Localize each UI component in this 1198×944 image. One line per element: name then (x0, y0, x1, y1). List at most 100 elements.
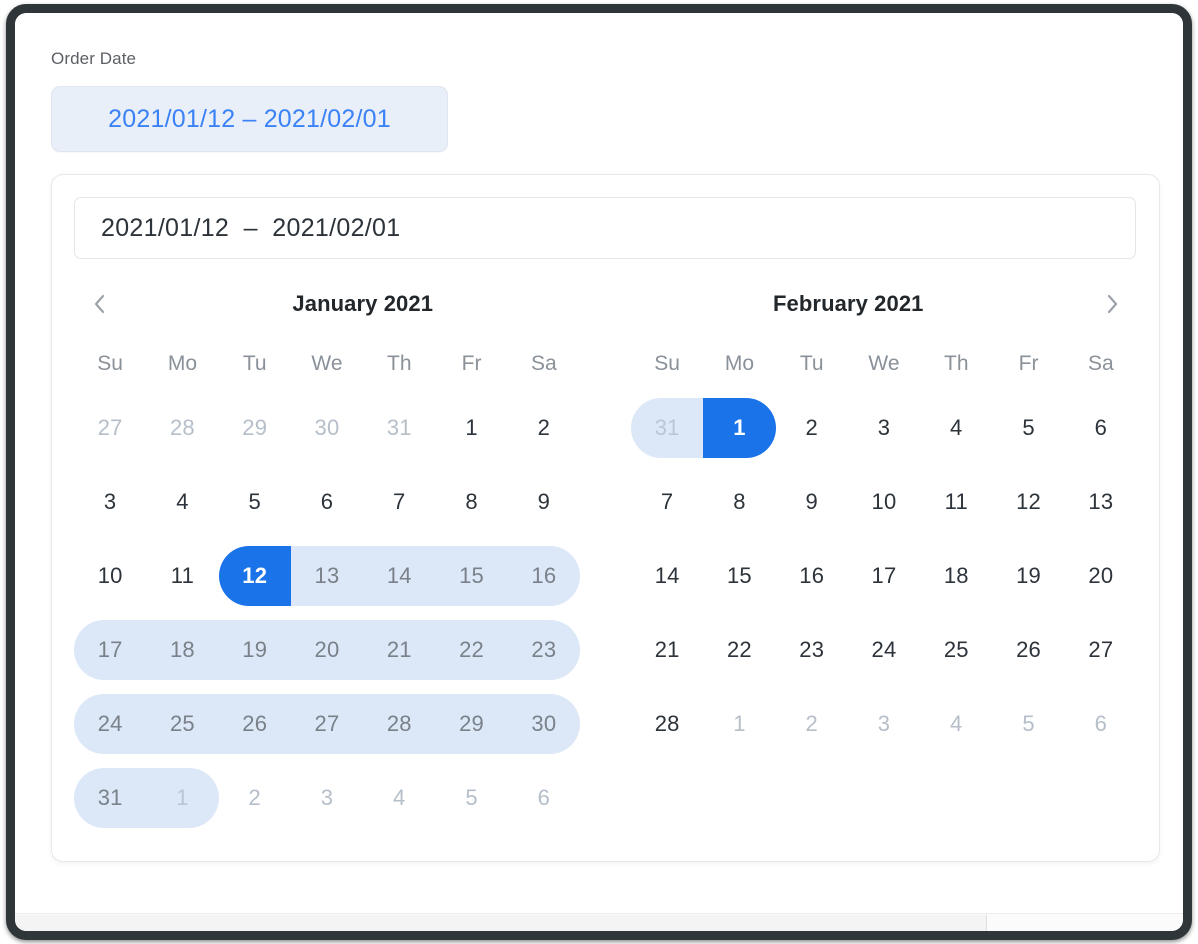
calendar-day-cell[interactable]: 25 (146, 687, 219, 761)
calendar-day-cell[interactable]: 15 (435, 539, 508, 613)
calendar-day-cell[interactable]: 30 (291, 391, 363, 465)
calendar-day-cell[interactable]: 31 (363, 391, 435, 465)
calendar-day-cell[interactable]: 3 (291, 761, 363, 835)
calendar-day-cell[interactable]: 3 (848, 391, 920, 465)
calendar-day-cell[interactable]: 26 (218, 687, 291, 761)
calendar-day-cell[interactable]: 9 (776, 465, 848, 539)
calendar-day-cell[interactable]: 5 (435, 761, 507, 835)
calendar-day-number: 27 (1088, 637, 1114, 662)
calendar-day-cell[interactable]: 13 (290, 539, 364, 613)
calendar-day-number: 11 (170, 563, 195, 588)
calendar-day-cell[interactable]: 11 (920, 465, 992, 539)
calendar-day-cell[interactable]: 4 (146, 465, 218, 539)
horizontal-scrollbar-thumb[interactable] (15, 915, 987, 931)
calendar-day-cell[interactable]: 26 (992, 613, 1064, 687)
calendar-day-cell[interactable]: 21 (631, 613, 703, 687)
calendar-day-cell[interactable]: 1 (703, 687, 775, 761)
calendar-day-cell[interactable]: 2 (508, 391, 580, 465)
next-month-button[interactable] (1091, 283, 1133, 325)
calendar-day-cell[interactable]: 16 (507, 539, 580, 613)
calendar-day-cell[interactable]: 6 (1065, 391, 1137, 465)
calendar-week-row: 21 22 23 24 25 26 27 (631, 613, 1137, 687)
month-grid-january: Su Mo Tu We Th Fr Sa 27 28 29 30 31 1 2 3 4 5 6 7 8 9 10 11 12 1… (74, 339, 580, 835)
calendar-day-cell[interactable]: 27 (290, 687, 364, 761)
calendar-day-cell[interactable]: 27 (74, 391, 146, 465)
calendar-day-cell[interactable]: 28 (363, 687, 436, 761)
date-range-input[interactable]: 2021/01/12 – 2021/02/01 (74, 197, 1136, 259)
calendar-day-cell[interactable]: 20 (1065, 539, 1137, 613)
calendar-day-cell[interactable]: 18 (146, 613, 219, 687)
calendar-day-cell[interactable]: 30 (507, 687, 580, 761)
prev-month-button[interactable] (78, 283, 120, 325)
calendar-day-cell[interactable]: 10 (74, 539, 146, 613)
calendar-day-cell[interactable]: 13 (1065, 465, 1137, 539)
calendar-day-cell[interactable]: 14 (631, 539, 703, 613)
calendar-day-cell[interactable]: 31 (631, 391, 704, 465)
calendar-day-number: 2 (248, 785, 261, 810)
calendar-day-cell[interactable]: 23 (776, 613, 848, 687)
calendar-day-cell[interactable]: 7 (363, 465, 435, 539)
calendar-day-cell[interactable]: 1 (703, 391, 776, 465)
calendar-day-cell[interactable]: 21 (363, 613, 436, 687)
calendar-day-cell[interactable]: 9 (508, 465, 580, 539)
calendar-day-cell[interactable]: 14 (363, 539, 436, 613)
horizontal-scrollbar[interactable] (15, 913, 1183, 931)
day-range-band (218, 694, 291, 754)
order-date-range-trigger[interactable]: 2021/01/12 – 2021/02/01 (51, 86, 448, 152)
calendar-day-cell[interactable]: 29 (219, 391, 291, 465)
calendar-day-cell[interactable]: 7 (631, 465, 703, 539)
calendar-day-cell[interactable]: 2 (776, 391, 848, 465)
calendar-day-cell[interactable]: 28 (631, 687, 703, 761)
calendar-day-cell[interactable]: 24 (848, 613, 920, 687)
calendar-day-cell[interactable]: 3 (848, 687, 920, 761)
calendar-day-cell[interactable]: 8 (435, 465, 507, 539)
calendar-day-cell[interactable]: 31 (74, 761, 147, 835)
calendar-day-cell[interactable]: 6 (291, 465, 363, 539)
calendar-day-cell[interactable]: 24 (74, 687, 147, 761)
calendar-day-number: 20 (314, 637, 340, 662)
calendar-day-cell[interactable]: 17 (74, 613, 147, 687)
calendar-day-cell[interactable]: 10 (848, 465, 920, 539)
calendar-day-cell[interactable]: 1 (435, 391, 507, 465)
calendar-day-cell[interactable]: 11 (146, 539, 218, 613)
calendar-day-cell[interactable]: 12 (992, 465, 1064, 539)
calendar-day-cell[interactable]: 4 (920, 391, 992, 465)
calendar-day-number: 14 (386, 563, 412, 588)
calendar-day-number: 4 (950, 415, 963, 440)
calendar-day-cell[interactable]: 20 (290, 613, 364, 687)
calendar-day-number: 26 (242, 711, 268, 736)
calendar-day-cell[interactable]: 22 (435, 613, 508, 687)
calendar-day-cell[interactable]: 5 (219, 465, 291, 539)
calendar-day-cell[interactable]: 12 (218, 539, 291, 613)
day-range-band (146, 620, 219, 680)
calendar-day-cell[interactable]: 1 (146, 761, 219, 835)
calendar-day-cell[interactable]: 19 (218, 613, 291, 687)
calendar-day-cell[interactable]: 29 (435, 687, 508, 761)
calendar-day-cell[interactable]: 27 (1065, 613, 1137, 687)
calendar-day-cell[interactable]: 8 (703, 465, 775, 539)
day-range-band (507, 620, 580, 680)
calendar-day-cell[interactable]: 22 (703, 613, 775, 687)
calendar-day-cell[interactable]: 15 (703, 539, 775, 613)
calendar-day-cell[interactable]: 3 (74, 465, 146, 539)
calendar-day-number: 12 (1016, 489, 1041, 514)
calendar-day-cell[interactable]: 17 (848, 539, 920, 613)
calendar-day-cell[interactable]: 4 (920, 687, 992, 761)
calendar-day-number: 6 (1094, 415, 1108, 440)
calendar-day-cell[interactable]: 23 (507, 613, 580, 687)
month-spacer (580, 339, 631, 835)
calendar-day-cell[interactable]: 19 (992, 539, 1064, 613)
calendar-day-cell[interactable]: 18 (920, 539, 992, 613)
calendar-day-cell[interactable]: 5 (992, 391, 1064, 465)
calendar-day-cell[interactable]: 6 (508, 761, 580, 835)
calendar-day-cell[interactable]: 16 (776, 539, 848, 613)
calendar-day-cell[interactable]: 28 (146, 391, 218, 465)
calendar-day-cell[interactable]: 25 (920, 613, 992, 687)
calendar-day-number: 30 (531, 711, 557, 736)
calendar-day-cell[interactable]: 4 (363, 761, 435, 835)
calendar-day-cell[interactable]: 2 (776, 687, 848, 761)
calendar-day-cell[interactable]: 6 (1065, 687, 1137, 761)
chevron-right-icon (1105, 292, 1120, 316)
calendar-day-cell[interactable]: 5 (992, 687, 1064, 761)
calendar-day-cell[interactable]: 2 (219, 761, 291, 835)
